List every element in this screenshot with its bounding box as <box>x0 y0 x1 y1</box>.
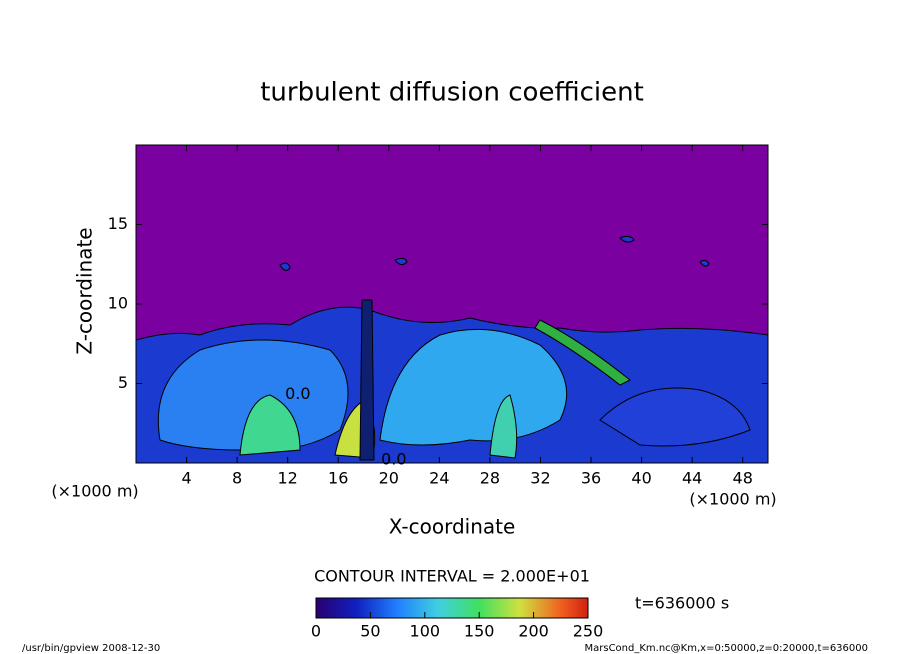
colorbar-tick-label: 50 <box>360 622 380 641</box>
x-tick-label: 28 <box>480 469 500 488</box>
x-tick-label: 16 <box>328 469 348 488</box>
contour-interval: CONTOUR INTERVAL = 2.000E+01 <box>314 567 590 586</box>
field-region <box>239 394 301 456</box>
x-tick-label: 48 <box>733 469 753 488</box>
colorbar-tick-label: 100 <box>410 622 441 641</box>
footer-source: MarsCond_Km.nc@Km,x=0:50000,z=0:20000,t=… <box>585 643 869 654</box>
y-tick-label: 15 <box>108 214 128 233</box>
x-axis-unit: (×1000 m) <box>689 490 776 509</box>
x-tick-label: 4 <box>181 469 191 488</box>
field-region <box>489 394 518 459</box>
colorbar-tick-label: 0 <box>311 622 321 641</box>
colorbar-tick-label: 150 <box>464 622 495 641</box>
field-region <box>279 235 710 271</box>
field-region <box>599 387 751 447</box>
field-region <box>379 328 568 446</box>
colorbar-tick-label: 200 <box>518 622 549 641</box>
y-tick-label: 5 <box>118 373 128 392</box>
x-tick-label: 32 <box>530 469 550 488</box>
footer-program: /usr/bin/gpview 2008-12-30 <box>22 643 160 654</box>
field-region <box>534 319 631 386</box>
x-tick-label: 44 <box>682 469 702 488</box>
chart-title: turbulent diffusion coefficient <box>260 78 644 108</box>
x-tick-label: 12 <box>278 469 298 488</box>
colorbar-tick-label: 250 <box>573 622 604 641</box>
x-tick-label: 20 <box>379 469 399 488</box>
y-tick-label: 10 <box>108 294 128 313</box>
contour-label: 0.0 <box>285 384 310 403</box>
field-region <box>157 339 349 452</box>
contour-label: 0.0 <box>381 449 406 468</box>
y-axis-unit: (×1000 m) <box>51 482 138 501</box>
x-axis-label: X-coordinate <box>389 515 516 539</box>
x-tick-label: 40 <box>631 469 651 488</box>
time-label: t=636000 s <box>635 594 729 613</box>
x-tick-label: 36 <box>581 469 601 488</box>
field-region <box>359 299 375 461</box>
colorbar <box>315 597 589 619</box>
x-tick-label: 8 <box>232 469 242 488</box>
y-axis-label: Z-coordinate <box>73 227 97 354</box>
x-tick-label: 24 <box>429 469 449 488</box>
field <box>136 145 768 463</box>
